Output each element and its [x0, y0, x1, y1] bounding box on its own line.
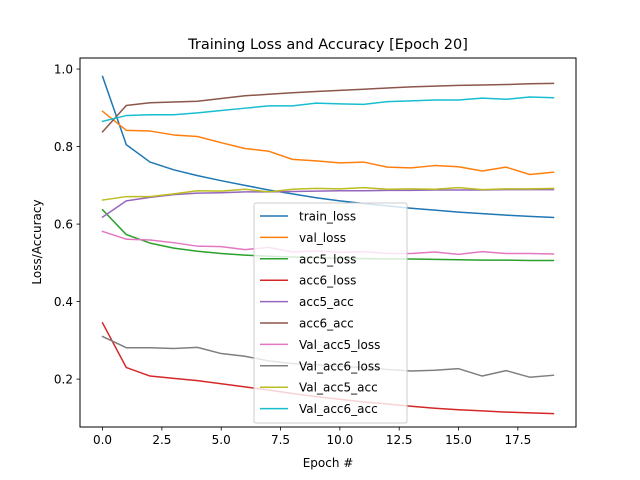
legend-label: acc5_loss — [299, 252, 356, 266]
series-line-val-acc6-acc — [101, 96, 555, 123]
series-line-val-loss — [101, 110, 555, 176]
legend-label: Val_acc5_loss — [299, 338, 380, 352]
legend-label: Val_acc6_loss — [299, 359, 380, 373]
x-tick-label: 17.5 — [504, 433, 531, 447]
legend-label: Val_acc5_acc — [299, 381, 378, 395]
chart-title: Training Loss and Accuracy [Epoch 20] — [187, 37, 468, 53]
y-tick-label: 0.4 — [54, 295, 73, 309]
legend: train_loss val_loss acc5_loss acc6_loss acc5… — [253, 202, 408, 424]
legend-label: acc6_acc — [299, 317, 354, 331]
series-line-val-acc5-acc — [101, 186, 555, 201]
y-tick-label: 1.0 — [54, 63, 73, 77]
x-tick-label: 7.5 — [271, 433, 290, 447]
x-tick-label: 0.0 — [93, 433, 112, 447]
legend-label: train_loss — [299, 210, 356, 224]
legend-label: acc5_acc — [299, 295, 354, 309]
series-line-acc6-acc — [101, 82, 555, 133]
x-tick-label: 12.5 — [386, 433, 413, 447]
y-axis-title: Loss/Accuracy — [30, 199, 44, 284]
x-tick-label: 15.0 — [445, 433, 472, 447]
y-axis: 0.2 0.4 0.6 0.8 1.0 — [54, 63, 80, 387]
x-tick-label: 2.5 — [152, 433, 171, 447]
legend-box — [253, 202, 408, 424]
y-tick-label: 0.2 — [54, 373, 73, 387]
plot-frame — [79, 57, 577, 428]
x-tick-label: 5.0 — [212, 433, 231, 447]
y-tick-label: 0.8 — [54, 140, 73, 154]
y-tick-label: 0.6 — [54, 218, 73, 232]
x-axis-title: Epoch # — [303, 456, 354, 470]
legend-label: acc6_loss — [299, 274, 356, 288]
legend-label: Val_acc6_acc — [299, 402, 378, 416]
x-tick-label: 10.0 — [327, 433, 354, 447]
legend-label: val_loss — [299, 231, 346, 245]
series-line-train-loss — [101, 75, 555, 219]
x-axis: 0.0 2.5 5.0 7.5 10.0 12.5 15.0 17.5 — [93, 427, 531, 447]
